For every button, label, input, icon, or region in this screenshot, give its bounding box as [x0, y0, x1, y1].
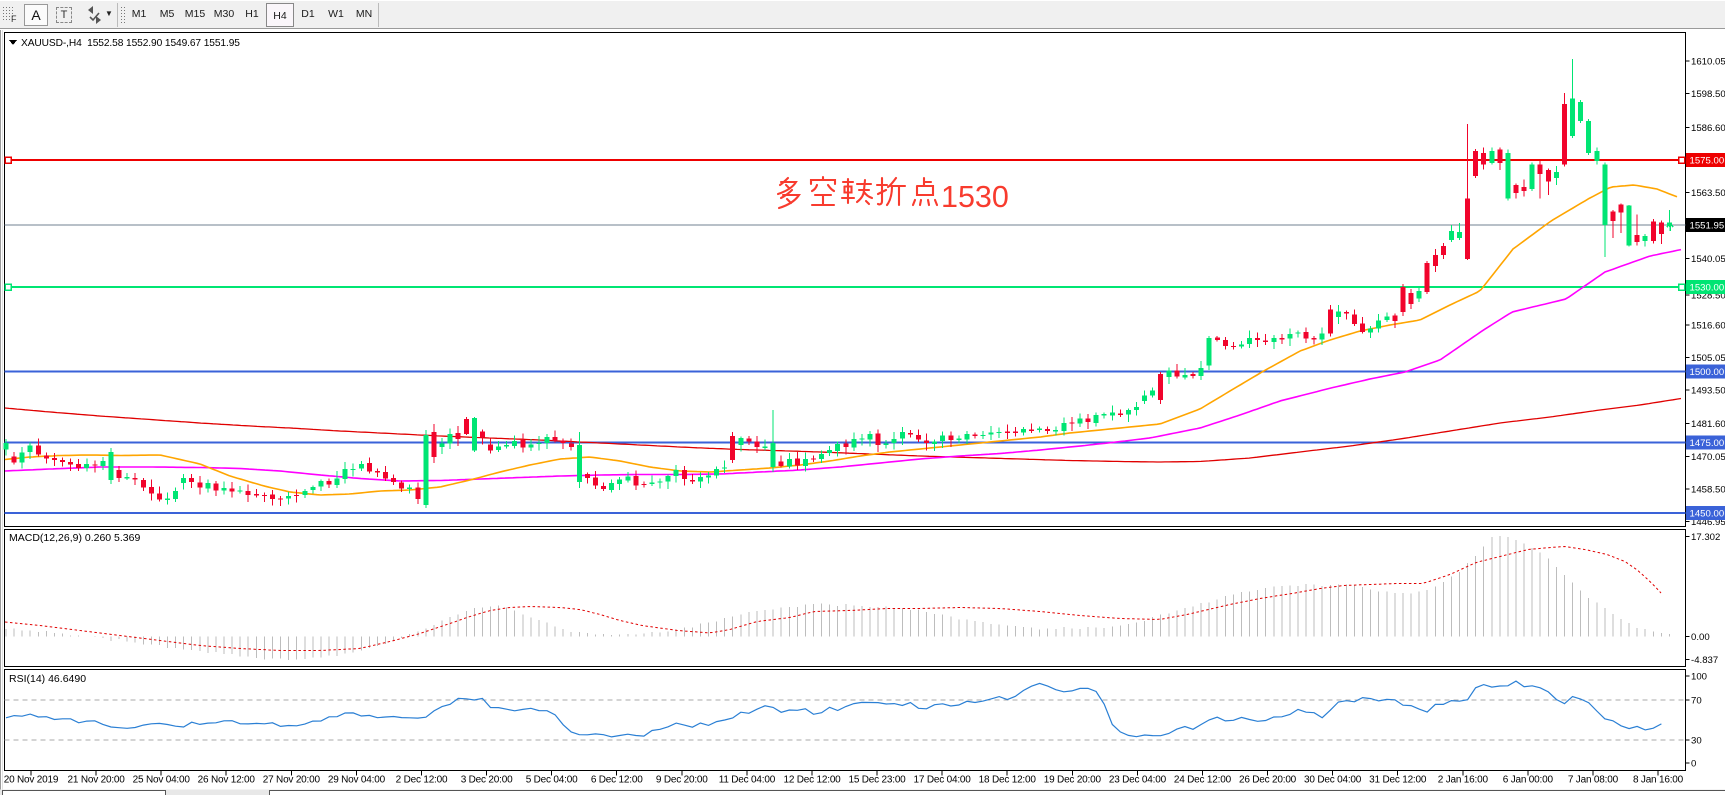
svg-text:1450.00: 1450.00: [1690, 508, 1725, 519]
svg-text:19 Dec 20:00: 19 Dec 20:00: [1044, 775, 1102, 786]
svg-text:17 Dec 04:00: 17 Dec 04:00: [914, 775, 972, 786]
svg-text:27 Nov 20:00: 27 Nov 20:00: [263, 775, 321, 786]
svg-text:25 Nov 04:00: 25 Nov 04:00: [133, 775, 191, 786]
svg-text:12 Dec 12:00: 12 Dec 12:00: [783, 775, 841, 786]
svg-text:1551.95: 1551.95: [1690, 221, 1725, 232]
svg-text:6 Dec 12:00: 6 Dec 12:00: [591, 775, 643, 786]
svg-text:7 Jan 08:00: 7 Jan 08:00: [1568, 775, 1619, 786]
svg-text:29 Nov 04:00: 29 Nov 04:00: [328, 775, 386, 786]
svg-text:MACD(12,26,9) 0.260 5.369: MACD(12,26,9) 0.260 5.369: [9, 532, 140, 544]
svg-text:1598.50: 1598.50: [1691, 89, 1725, 100]
svg-text:31 Dec 12:00: 31 Dec 12:00: [1369, 775, 1427, 786]
svg-text:1470.05: 1470.05: [1691, 452, 1725, 463]
svg-text:1575.00: 1575.00: [1690, 156, 1725, 167]
svg-text:3 Dec 20:00: 3 Dec 20:00: [461, 775, 513, 786]
svg-text:100: 100: [1691, 672, 1707, 683]
svg-text:1610.05: 1610.05: [1691, 57, 1725, 68]
svg-text:26 Dec 20:00: 26 Dec 20:00: [1239, 775, 1297, 786]
svg-text:1505.05: 1505.05: [1691, 353, 1725, 364]
svg-text:1540.05: 1540.05: [1691, 254, 1725, 265]
svg-text:1530.00: 1530.00: [1690, 283, 1725, 294]
svg-text:1530: 1530: [941, 180, 1009, 214]
svg-text:5 Dec 04:00: 5 Dec 04:00: [526, 775, 578, 786]
svg-text:15 Dec 23:00: 15 Dec 23:00: [848, 775, 906, 786]
svg-text:6 Jan 00:00: 6 Jan 00:00: [1503, 775, 1554, 786]
svg-text:2 Dec 12:00: 2 Dec 12:00: [396, 775, 448, 786]
svg-text:0: 0: [1691, 759, 1696, 770]
svg-text:17.302: 17.302: [1691, 532, 1720, 543]
svg-text:23 Dec 04:00: 23 Dec 04:00: [1109, 775, 1167, 786]
svg-text:24 Dec 12:00: 24 Dec 12:00: [1174, 775, 1232, 786]
svg-text:XAUUSD-,H4 1552.58 1552.90 15: XAUUSD-,H4 1552.58 1552.90 1549.67 1551.…: [21, 38, 240, 49]
svg-text:11 Dec 04:00: 11 Dec 04:00: [719, 775, 776, 786]
svg-text:30 Dec 04:00: 30 Dec 04:00: [1304, 775, 1362, 786]
svg-text:1481.60: 1481.60: [1691, 419, 1725, 430]
svg-text:70: 70: [1691, 695, 1702, 706]
svg-text:1446.95: 1446.95: [1691, 517, 1725, 528]
svg-text:20 Nov 2019: 20 Nov 2019: [4, 775, 59, 786]
svg-text:1458.50: 1458.50: [1691, 484, 1725, 495]
svg-text:1586.60: 1586.60: [1691, 123, 1725, 134]
svg-text:26 Nov 12:00: 26 Nov 12:00: [198, 775, 256, 786]
svg-text:21 Nov 20:00: 21 Nov 20:00: [68, 775, 126, 786]
svg-text:1516.60: 1516.60: [1691, 320, 1725, 331]
svg-text:RSI(14) 46.6490: RSI(14) 46.6490: [9, 673, 86, 685]
svg-text:0.00: 0.00: [1691, 632, 1710, 643]
svg-text:18 Dec 12:00: 18 Dec 12:00: [979, 775, 1037, 786]
svg-text:1500.00: 1500.00: [1690, 367, 1725, 378]
svg-text:2 Jan 16:00: 2 Jan 16:00: [1438, 775, 1489, 786]
svg-text:1493.50: 1493.50: [1691, 386, 1725, 397]
svg-text:1475.00: 1475.00: [1690, 438, 1725, 449]
svg-text:9 Dec 20:00: 9 Dec 20:00: [656, 775, 708, 786]
svg-text:30: 30: [1691, 735, 1702, 746]
svg-text:1528.50: 1528.50: [1691, 290, 1725, 301]
svg-text:-4.837: -4.837: [1691, 655, 1718, 666]
svg-text:1563.50: 1563.50: [1691, 188, 1725, 199]
svg-text:8 Jan 16:00: 8 Jan 16:00: [1633, 775, 1684, 786]
